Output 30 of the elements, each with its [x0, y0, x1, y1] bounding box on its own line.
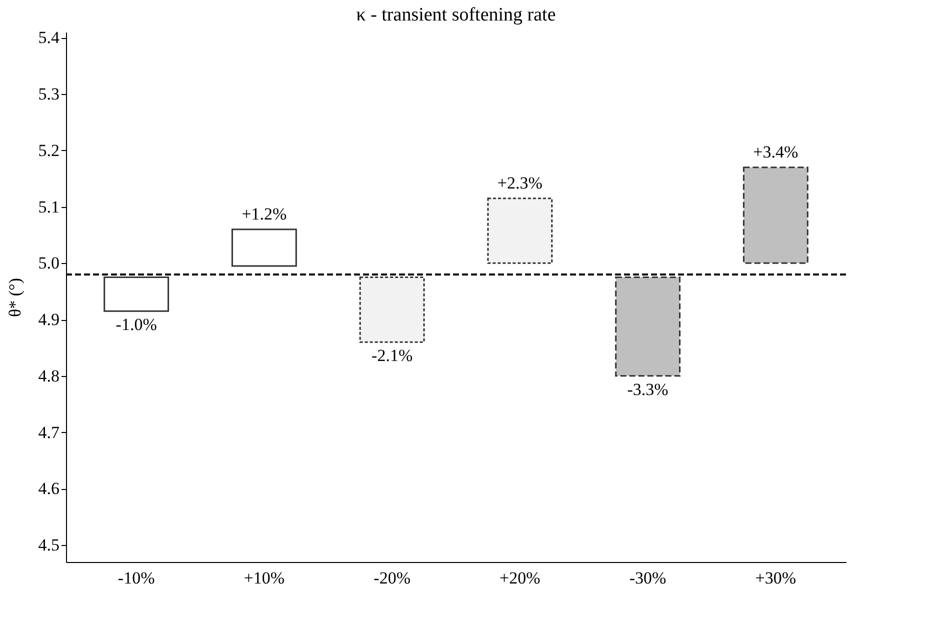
y-tick-label: 4.9: [38, 310, 60, 330]
y-axis-title: θ* (°): [5, 278, 24, 318]
annotation: -1.0%: [116, 315, 157, 334]
annotation: +1.2%: [242, 204, 287, 224]
y-tick-label: 5.4: [38, 28, 60, 48]
bar: [104, 276, 170, 312]
y-tick-label: 4.6: [38, 479, 60, 498]
annotation: +3.4%: [753, 142, 798, 162]
y-tick-label: 4.5: [38, 536, 60, 555]
annotation: +2.3%: [497, 173, 542, 192]
bar: [742, 166, 808, 264]
bar: [359, 276, 425, 343]
annotation: -2.1%: [372, 346, 413, 366]
bar: [615, 276, 681, 377]
chart-title: κ - transient softening rate: [356, 4, 556, 26]
bar: [231, 228, 297, 267]
y-tick-label: 5.0: [38, 254, 60, 273]
annotation: -3.3%: [627, 380, 668, 399]
x-tick-label: +10%: [244, 568, 285, 588]
x-tick-label: -20%: [374, 568, 410, 588]
y-tick-label: 5.2: [38, 140, 60, 160]
x-tick-label: +30%: [755, 568, 796, 588]
y-tick-label: 4.7: [38, 422, 60, 442]
x-tick-label: -30%: [629, 568, 666, 588]
y-tick-label: 5.3: [38, 84, 60, 104]
bar: [487, 198, 553, 264]
y-tick-label: 4.8: [38, 366, 60, 386]
x-tick-label: +20%: [500, 568, 540, 588]
y-tick-label: 5.1: [38, 197, 60, 216]
x-tick-label: -10%: [118, 568, 155, 588]
